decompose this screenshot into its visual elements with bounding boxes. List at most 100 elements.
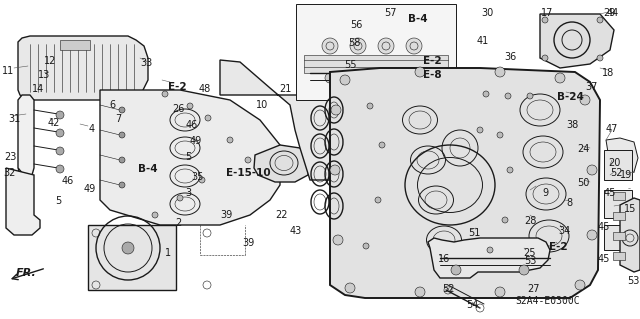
Text: 49: 49 — [190, 136, 202, 146]
Text: 55: 55 — [344, 60, 356, 70]
Text: 18: 18 — [602, 68, 614, 78]
Circle shape — [597, 55, 603, 61]
Text: E-2: E-2 — [168, 82, 186, 92]
Text: 30: 30 — [481, 8, 493, 18]
Circle shape — [350, 38, 366, 54]
Text: 41: 41 — [477, 36, 489, 46]
Circle shape — [542, 55, 548, 61]
Polygon shape — [620, 198, 640, 272]
Text: 43: 43 — [290, 226, 302, 236]
Circle shape — [587, 165, 597, 175]
Polygon shape — [428, 238, 550, 278]
Bar — [613, 232, 625, 240]
Polygon shape — [100, 90, 280, 225]
Text: B-4: B-4 — [408, 14, 428, 24]
Polygon shape — [254, 145, 310, 182]
Text: 49: 49 — [84, 184, 96, 194]
Text: 16: 16 — [438, 254, 450, 264]
Circle shape — [205, 115, 211, 121]
Circle shape — [575, 280, 585, 290]
Circle shape — [330, 165, 340, 175]
Circle shape — [597, 17, 603, 23]
Circle shape — [353, 73, 363, 83]
Text: 31: 31 — [8, 114, 20, 124]
Text: 10: 10 — [256, 100, 268, 110]
Text: 53: 53 — [627, 276, 639, 286]
Circle shape — [325, 73, 335, 83]
Circle shape — [483, 91, 489, 97]
Text: 22: 22 — [276, 210, 288, 220]
Text: 21: 21 — [279, 84, 291, 94]
Polygon shape — [6, 168, 40, 235]
Circle shape — [495, 287, 505, 297]
Text: 51: 51 — [468, 228, 480, 238]
Circle shape — [56, 111, 64, 119]
Circle shape — [119, 182, 125, 188]
Circle shape — [415, 67, 425, 77]
Text: 33: 33 — [140, 58, 152, 68]
Circle shape — [555, 73, 565, 83]
Text: 39: 39 — [242, 238, 254, 248]
Circle shape — [119, 132, 125, 138]
Text: 24: 24 — [577, 144, 589, 154]
Circle shape — [502, 217, 508, 223]
Circle shape — [415, 287, 425, 297]
Text: 45: 45 — [598, 254, 610, 264]
Text: 12: 12 — [44, 56, 56, 66]
Text: 45: 45 — [604, 188, 616, 198]
Text: 15: 15 — [624, 204, 636, 214]
Text: 23: 23 — [4, 152, 16, 162]
Text: 9: 9 — [542, 188, 548, 198]
Text: 42: 42 — [48, 118, 60, 128]
Circle shape — [580, 95, 590, 105]
Circle shape — [587, 230, 597, 240]
Text: 39: 39 — [220, 210, 232, 220]
Circle shape — [487, 247, 493, 253]
Polygon shape — [18, 95, 34, 175]
Text: 34: 34 — [558, 226, 570, 236]
Circle shape — [119, 107, 125, 113]
Text: FR.: FR. — [16, 268, 36, 278]
Polygon shape — [220, 60, 405, 180]
Circle shape — [322, 38, 338, 54]
Text: 52: 52 — [442, 284, 454, 294]
Text: 14: 14 — [32, 84, 44, 94]
Text: 58: 58 — [348, 38, 360, 48]
Text: 48: 48 — [199, 84, 211, 94]
Circle shape — [505, 93, 511, 99]
Text: 29: 29 — [603, 8, 615, 18]
Text: 28: 28 — [524, 216, 536, 226]
Circle shape — [367, 103, 373, 109]
Bar — [613, 212, 625, 220]
Circle shape — [477, 127, 483, 133]
Circle shape — [527, 93, 533, 99]
Text: 45: 45 — [598, 222, 610, 232]
Circle shape — [375, 197, 381, 203]
Circle shape — [363, 243, 369, 249]
Text: 7: 7 — [115, 114, 121, 124]
Text: 37: 37 — [586, 82, 598, 92]
Text: 20: 20 — [608, 158, 620, 168]
Circle shape — [56, 147, 64, 155]
Circle shape — [378, 38, 394, 54]
Text: 26: 26 — [172, 104, 184, 114]
Circle shape — [227, 137, 233, 143]
Text: E-15-10: E-15-10 — [226, 168, 270, 178]
Circle shape — [187, 103, 193, 109]
Text: 13: 13 — [38, 70, 50, 80]
Bar — [613, 252, 625, 260]
Bar — [604, 190, 632, 218]
Circle shape — [409, 73, 419, 83]
Text: 54: 54 — [466, 300, 478, 310]
Circle shape — [56, 129, 64, 137]
Circle shape — [379, 142, 385, 148]
Text: 2: 2 — [175, 218, 181, 228]
Text: 6: 6 — [109, 100, 115, 110]
Text: 38: 38 — [566, 120, 578, 130]
Bar — [604, 150, 632, 180]
Text: 53: 53 — [524, 256, 536, 266]
Polygon shape — [540, 14, 614, 68]
Bar — [604, 225, 632, 250]
Text: 1: 1 — [165, 248, 171, 258]
Circle shape — [406, 38, 422, 54]
